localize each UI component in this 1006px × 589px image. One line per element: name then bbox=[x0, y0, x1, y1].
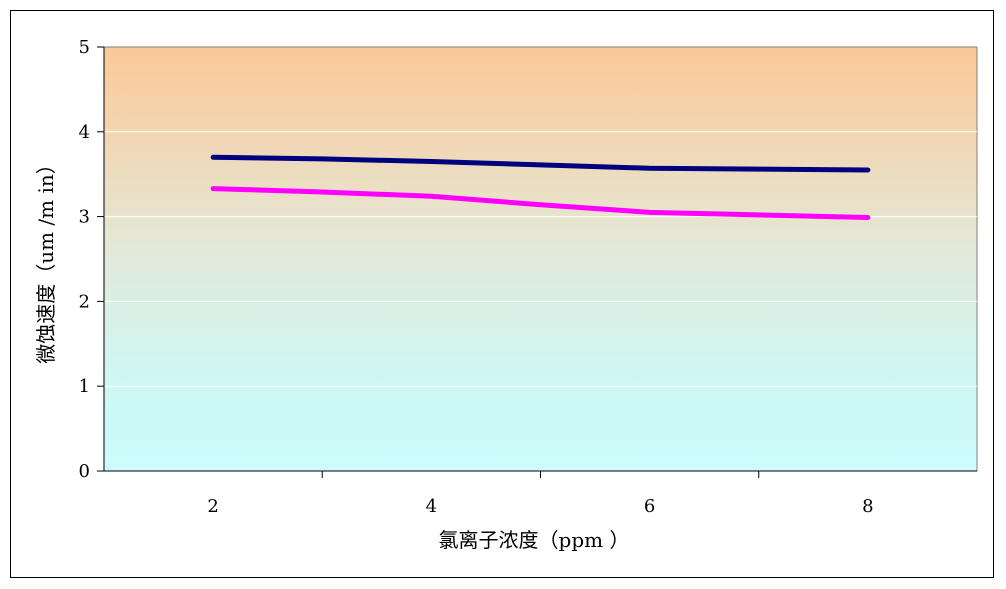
axes bbox=[97, 46, 977, 478]
chart-frame: 0 1 2 3 4 5 2 4 6 8 氯离子浓度（ppm ） 微蚀速度（um /m in） bbox=[10, 10, 994, 578]
x-tick-label: 8 bbox=[862, 496, 873, 517]
x-axis-title: 氯离子浓度（ppm ） bbox=[439, 528, 630, 552]
y-tick-label: 3 bbox=[79, 207, 90, 228]
y-tick-labels: 0 1 2 3 4 5 bbox=[79, 37, 90, 482]
y-tick-label: 2 bbox=[79, 291, 90, 312]
line-chart: 0 1 2 3 4 5 2 4 6 8 氯离子浓度（ppm ） 微蚀速度（um /m in） bbox=[34, 37, 978, 552]
gridlines bbox=[104, 131, 977, 387]
x-tick-label: 2 bbox=[207, 496, 218, 517]
x-tick-labels: 2 4 6 8 bbox=[207, 496, 873, 517]
y-tick-label: 5 bbox=[79, 37, 90, 58]
x-tick-label: 6 bbox=[644, 496, 655, 517]
y-axis-title: 微蚀速度（um /m in） bbox=[34, 154, 58, 364]
y-tick-label: 1 bbox=[79, 376, 90, 397]
plot-area bbox=[103, 46, 978, 472]
y-tick-label: 0 bbox=[79, 461, 90, 482]
series-line-2 bbox=[210, 186, 871, 220]
y-tick-label: 4 bbox=[79, 122, 90, 143]
series-line-1 bbox=[210, 154, 871, 173]
series-lines bbox=[210, 154, 871, 220]
x-tick-label: 4 bbox=[426, 496, 437, 517]
